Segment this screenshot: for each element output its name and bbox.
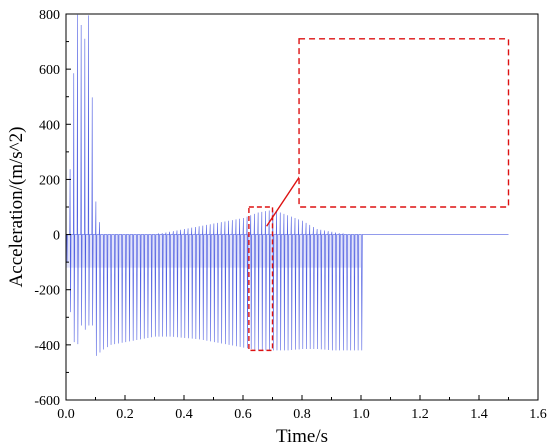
zoom-source-box bbox=[248, 206, 274, 352]
x-tick-label: 1.4 bbox=[470, 407, 488, 422]
inset-box bbox=[298, 38, 510, 208]
x-tick-label: 1.0 bbox=[352, 407, 370, 422]
axes-layer: 0.0 0.2 0.4 0.6 0.8 1.0 1.2 1.4 1.6 -600 -400 -200 0… bbox=[34, 8, 546, 422]
y-tick-label: -200 bbox=[34, 284, 60, 299]
x-tick-label: 0.6 bbox=[234, 407, 252, 422]
x-tick-label: 1.6 bbox=[529, 407, 547, 422]
signal-layer bbox=[66, 14, 509, 356]
annotation-layer bbox=[248, 38, 510, 352]
y-tick-label: 200 bbox=[39, 173, 60, 188]
x-tick-label: 0.2 bbox=[116, 407, 134, 422]
x-tick-label: 1.2 bbox=[411, 407, 429, 422]
y-tick-label: 400 bbox=[39, 118, 60, 133]
acceleration-series-line bbox=[66, 14, 509, 356]
x-axis-title: Time/s bbox=[276, 426, 328, 447]
x-tick-label: 0.8 bbox=[293, 407, 311, 422]
y-tick-label: 600 bbox=[39, 63, 60, 78]
y-axis-title: Acceleration/(m/s^2) bbox=[6, 127, 27, 288]
y-tick-label: -600 bbox=[34, 394, 60, 409]
y-tick-label: 800 bbox=[39, 8, 60, 23]
x-tick-label: 0.0 bbox=[57, 407, 75, 422]
x-tick-label: 0.4 bbox=[175, 407, 193, 422]
dense-signal-band bbox=[66, 234, 361, 268]
y-tick-label: -400 bbox=[34, 339, 60, 354]
y-tick-label: 0 bbox=[53, 229, 60, 244]
